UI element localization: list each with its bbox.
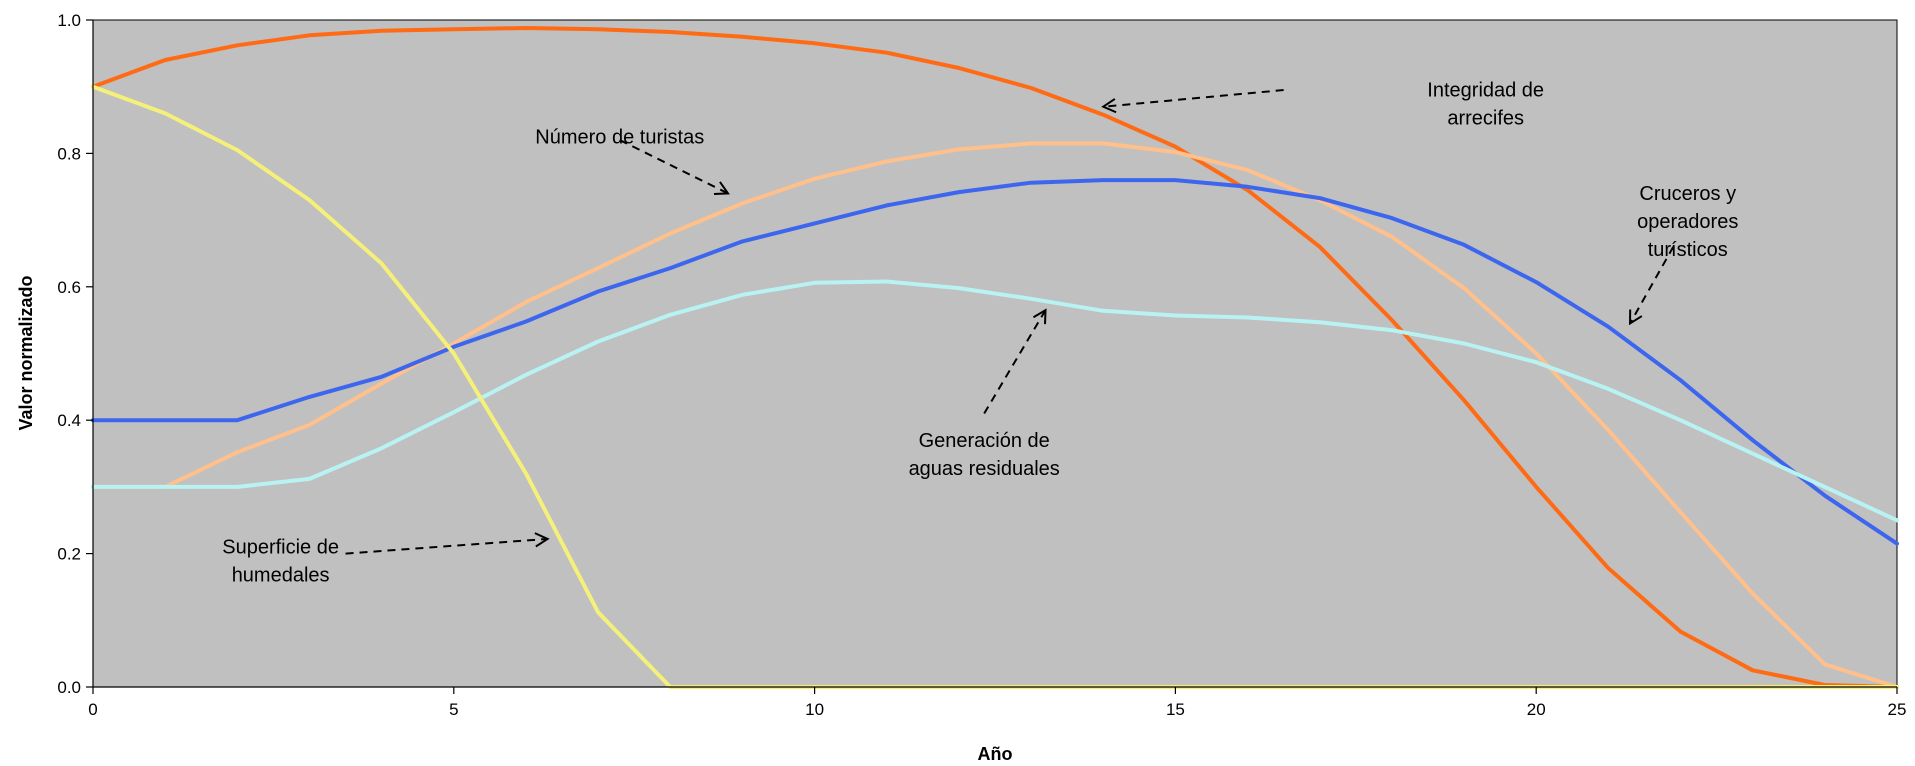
annotation-arrowhead-aguas [1032,308,1047,325]
x-tick-label: 10 [805,700,824,719]
y-tick-label: 0.2 [57,545,81,564]
series-line-turistas [91,141,1899,689]
series-line-aguas [91,279,1899,523]
x-tick-label: 0 [88,700,97,719]
x-tick-label: 20 [1527,700,1546,719]
annotation-arrow-aguas [983,309,1047,415]
x-axis-title: Año [978,744,1013,764]
annotations-layer: Integridad de arrecifes Número de turistas… [222,80,1738,587]
y-axis-title: Valor normalizado [16,275,36,430]
y-axis-ticks: 0.0 0.2 0.4 0.6 0.8 1.0 [57,11,93,697]
annotation-arrowhead-turistas [713,181,730,196]
x-tick-label: 25 [1888,700,1907,719]
series-line-cruceros [91,178,1899,546]
y-tick-label: 0.6 [57,278,81,297]
annotation-label-humedales: humedales [232,565,330,587]
plot-area [92,19,1898,688]
annotation-label-cruceros: turísticos [1648,239,1728,261]
annotation-arrow-humedales [345,537,548,555]
annotation-label-arrecifes: arrecifes [1447,108,1524,130]
annotation-arrowhead-humedales [534,532,550,548]
y-tick-label: 0.8 [57,144,81,163]
annotation-arrow-turistas [619,139,729,195]
annotation-label-turistas: Número de turistas [535,126,704,148]
x-tick-label: 15 [1166,700,1185,719]
annotation-label-cruceros: operadores [1637,211,1738,233]
y-tick-label: 0.4 [57,411,81,430]
y-tick-label: 0.0 [57,678,81,697]
x-axis-ticks: 0 5 10 15 20 25 [88,687,1906,719]
annotation-arrowhead-cruceros [1628,309,1643,326]
annotation-label-arrecifes: Integridad de [1427,80,1544,102]
series-line-arrecifes [91,26,1899,689]
annotation-arrowhead-arrecifes [1101,98,1117,114]
annotation-label-cruceros: Cruceros y [1639,183,1736,205]
y-tick-label: 1.0 [57,11,81,30]
annotation-label-humedales: Superficie de [222,537,339,559]
annotation-label-aguas: aguas residuales [909,458,1060,480]
annotation-label-aguas: Generación de [919,430,1050,452]
annotation-arrow-cruceros [1629,246,1675,324]
x-tick-label: 5 [449,700,458,719]
annotation-arrow-arrecifes [1103,89,1284,108]
